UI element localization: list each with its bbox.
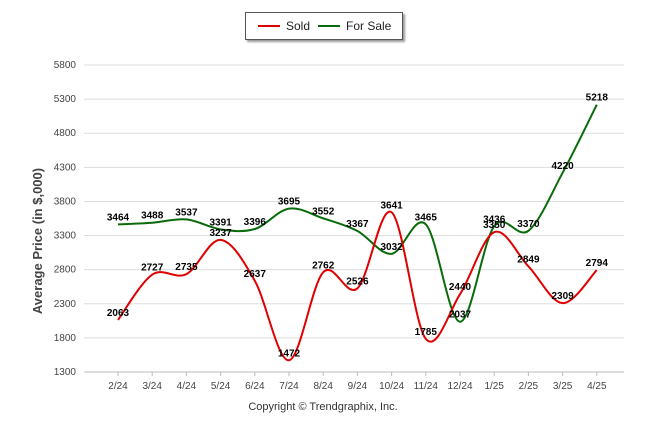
data-label-sold: 2309 [551,291,574,302]
data-label-for-sale: 3488 [141,211,164,222]
series-layer [117,104,598,362]
x-tick-label: 2/24 [108,381,128,392]
data-label-layer: 2063 2727 2735 3237 2637 1472 2762 2526 3641 1785… [107,93,608,360]
data-label-sold: 1785 [415,327,438,338]
data-label-sold: 2063 [107,308,130,319]
data-label-sold: 1472 [278,348,301,359]
data-label-for-sale: 3465 [415,212,438,223]
data-label-sold: 2526 [346,276,369,287]
x-tick-label: 5/24 [211,381,231,392]
y-axis-title: Average Price (in $,000) [30,168,45,314]
data-label-for-sale: 5218 [586,93,609,104]
x-tick-label: 9/24 [348,381,368,392]
data-label-for-sale: 3537 [175,207,198,218]
data-label-sold: 2849 [517,254,540,265]
data-label-sold: 3641 [380,200,403,211]
data-label-for-sale: 4220 [551,161,574,172]
data-label-for-sale: 3367 [346,219,369,230]
data-label-for-sale: 2037 [449,310,472,321]
data-label-for-sale: 3032 [380,242,403,253]
legend-swatch-for-sale [318,25,340,27]
legend-item-sold[interactable]: Sold [258,13,310,39]
grid-layer [84,64,624,373]
copyright-text: Copyright © Trendgraphix, Inc. [248,401,398,413]
data-label-sold: 2637 [244,269,267,280]
y-tick-label: 3300 [54,231,77,242]
axis-layer: 1300 1800 2300 2800 3300 3800 4300 4800 5300 5800… [54,60,624,392]
x-tick-label: 4/25 [587,381,607,392]
x-tick-label: 10/24 [379,381,404,392]
y-tick-label: 4300 [54,162,77,173]
y-tick-label: 4800 [54,128,77,139]
x-tick-label: 4/24 [177,381,197,392]
data-label-for-sale: 3391 [209,217,232,228]
x-tick-label: 11/24 [414,381,439,392]
data-label-sold: 2762 [312,260,335,271]
series-line-sold [117,210,598,362]
y-tick-label: 1300 [54,367,77,378]
y-tick-label: 2800 [54,265,77,276]
x-tick-label: 1/25 [484,381,504,392]
data-label-sold: 2440 [449,282,472,293]
data-label-for-sale: 3396 [244,217,267,228]
data-label-for-sale: 3464 [107,212,130,223]
data-label-for-sale: 3436 [483,214,506,225]
data-label-sold: 3237 [209,228,232,239]
y-tick-label: 5300 [54,94,77,105]
x-tick-label: 2/25 [519,381,539,392]
legend-label-sold: Sold [286,19,311,33]
y-tick-label: 5800 [54,60,77,71]
legend-item-for-sale[interactable]: For Sale [318,13,391,39]
y-tick-label: 2300 [54,299,77,310]
y-tick-label: 3800 [54,196,77,207]
data-label-sold: 2727 [141,263,164,274]
x-tick-label: 6/24 [245,381,265,392]
x-tick-label: 3/24 [142,381,162,392]
data-label-for-sale: 3695 [278,197,301,208]
legend-swatch-sold [258,25,280,27]
legend-label-for-sale: For Sale [346,19,392,33]
data-label-sold: 2735 [175,262,198,273]
x-tick-label: 3/25 [553,381,573,392]
x-tick-label: 7/24 [279,381,299,392]
data-label-sold: 3350 [483,220,506,231]
data-label-for-sale: 3370 [517,219,540,230]
data-label-for-sale: 3552 [312,206,335,217]
x-tick-label: 8/24 [313,381,333,392]
y-tick-label: 1800 [54,333,77,344]
x-tick-label: 12/24 [447,381,472,392]
legend: Sold For Sale [245,12,403,40]
data-label-sold: 2794 [586,258,609,269]
